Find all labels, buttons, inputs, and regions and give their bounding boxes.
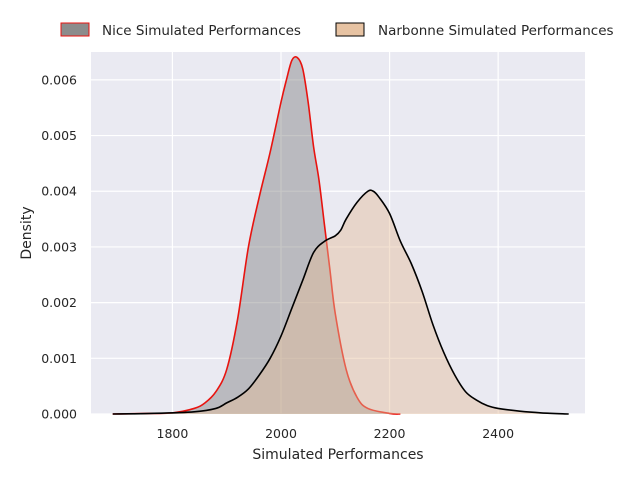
y-tick-label: 0.002 <box>41 295 77 310</box>
legend-label-nice: Nice Simulated Performances <box>102 23 301 39</box>
y-tick-label: 0.005 <box>41 128 77 143</box>
y-tick-label: 0.000 <box>41 407 77 422</box>
density-line-nice <box>112 56 401 415</box>
y-tick-label: 0.003 <box>41 239 77 254</box>
legend: Nice Simulated Performances Narbonne Sim… <box>60 22 614 39</box>
legend-swatch-nice <box>60 22 90 37</box>
y-tick-label: 0.001 <box>41 351 77 366</box>
x-tick-label: 2000 <box>265 426 297 441</box>
grid-lines <box>91 52 585 415</box>
density-area-nice <box>112 56 401 415</box>
tick-labels: 1800 2000 2200 2400 0.000 0.001 0.002 0.003 0.00… <box>41 72 514 441</box>
x-tick-label: 1800 <box>157 426 189 441</box>
y-tick-label: 0.006 <box>41 72 77 87</box>
x-axis-title: Simulated Performances <box>252 447 423 463</box>
density-area-narbonne <box>112 190 569 414</box>
x-tick-label: 2400 <box>482 426 514 441</box>
density-line-narbonne <box>112 189 569 415</box>
x-tick-label: 2200 <box>374 426 406 441</box>
legend-label-narbonne: Narbonne Simulated Performances <box>378 23 614 39</box>
density-series <box>112 56 569 415</box>
legend-swatch-narbonne <box>335 22 365 37</box>
y-axis-title: Density <box>19 206 35 259</box>
y-tick-label: 0.004 <box>41 184 77 199</box>
